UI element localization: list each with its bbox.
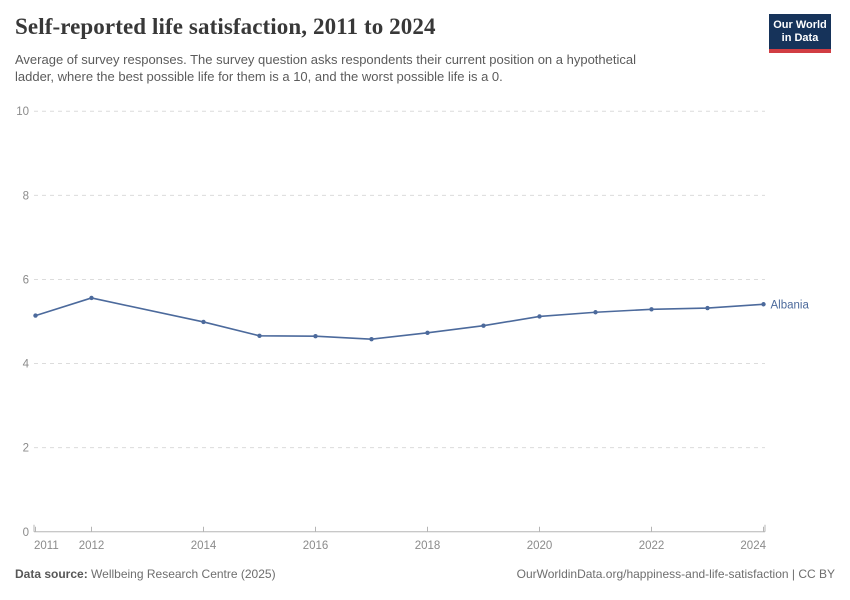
x-tick-label: 2020 <box>527 540 553 552</box>
series-end-label[interactable]: Albania <box>771 299 810 311</box>
page-title: Self-reported life satisfaction, 2011 to… <box>15 14 436 39</box>
y-tick-label: 0 <box>23 527 29 539</box>
line-chart-canvas[interactable]: 0 2 4 6 8 10 2011 2012 2014 2016 2018 2020 2022 2024 A… <box>0 95 850 565</box>
owid-logo-line-2: in Data <box>781 32 819 44</box>
data-point[interactable] <box>537 314 542 319</box>
data-point[interactable] <box>369 336 374 342</box>
data-source: Data source: Wellbeing Research Centre (… <box>15 567 276 581</box>
chart-subtitle-line-1: Average of survey responses. The survey … <box>15 52 636 67</box>
attribution-link[interactable]: OurWorldinData.org/happiness-and-life-sa… <box>516 567 835 581</box>
y-tick-label: 10 <box>16 106 29 118</box>
y-tick-label: 2 <box>23 443 29 455</box>
x-tick-label: 2022 <box>639 540 665 552</box>
data-point[interactable] <box>705 305 710 311</box>
x-tick-label: 2018 <box>415 540 441 552</box>
data-point[interactable] <box>257 333 262 339</box>
data-point[interactable] <box>313 334 318 339</box>
chart-subtitle-line-2: ladder, where the best possible life for… <box>15 69 503 84</box>
data-point[interactable] <box>649 307 654 312</box>
x-tick-label: 2024 <box>740 540 766 552</box>
trend-line <box>35 297 764 340</box>
data-source-label: Data source: <box>15 567 88 581</box>
data-point[interactable] <box>89 295 94 301</box>
data-point[interactable] <box>201 319 206 325</box>
x-tick-label: 2014 <box>191 540 217 552</box>
data-point[interactable] <box>481 323 486 328</box>
x-tick-label: 2012 <box>79 540 105 552</box>
data-source-value: Wellbeing Research Centre (2025) <box>87 567 276 581</box>
x-tick-label: 2016 <box>303 540 329 552</box>
y-tick-label: 8 <box>23 190 29 202</box>
chart-footer: Data source: Wellbeing Research Centre (… <box>0 567 850 581</box>
data-point[interactable] <box>593 310 598 315</box>
owid-logo: Our World in Data <box>769 14 831 53</box>
chart-subtitle: Average of survey responses. The survey … <box>15 51 636 85</box>
y-tick-label: 6 <box>23 274 29 286</box>
data-point[interactable] <box>425 330 430 336</box>
owid-logo-line-1: Our World <box>773 19 827 31</box>
data-point[interactable] <box>761 302 766 307</box>
x-tick-label: 2011 <box>34 540 59 552</box>
y-tick-label: 4 <box>23 359 30 371</box>
data-point[interactable] <box>33 313 38 318</box>
